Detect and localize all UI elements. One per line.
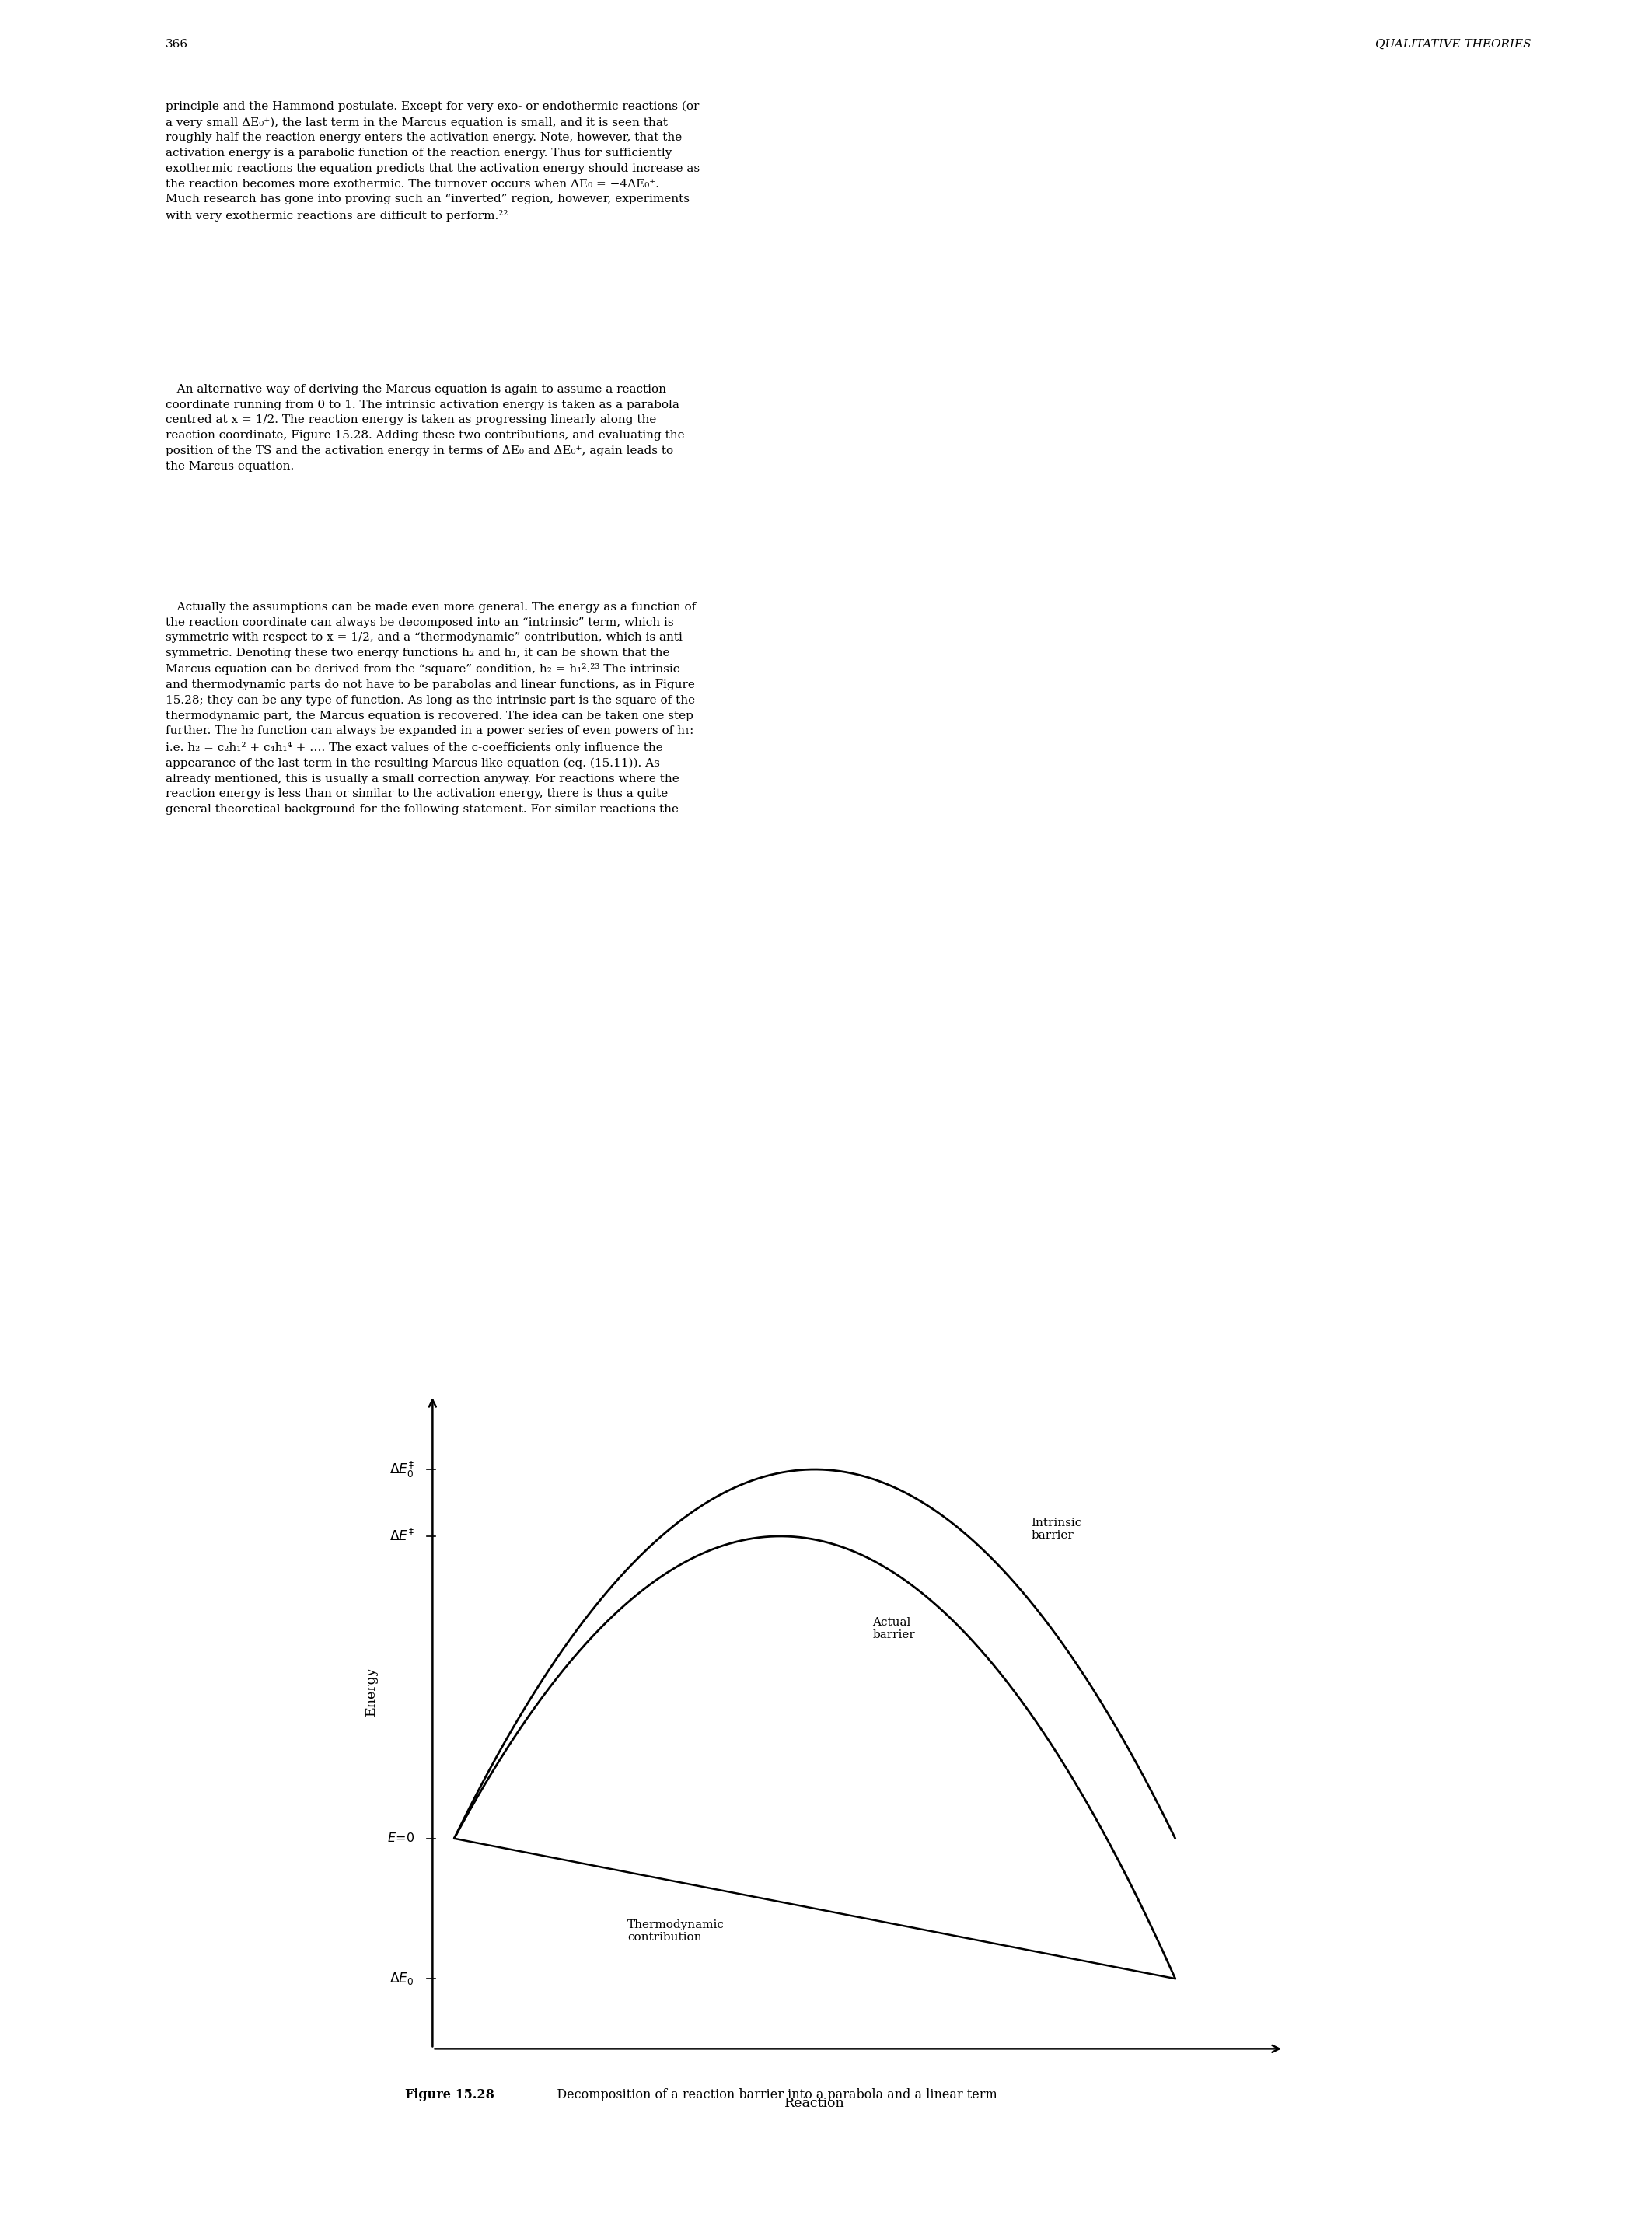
Text: Decomposition of a reaction barrier into a parabola and a linear term: Decomposition of a reaction barrier into… (545, 2087, 998, 2100)
Text: Reaction: Reaction (785, 2096, 844, 2109)
Text: Thermodynamic
contribution: Thermodynamic contribution (628, 1919, 724, 1943)
Text: $\Delta E_0$: $\Delta E_0$ (390, 1970, 415, 1986)
Text: principle and the Hammond postulate. Except for very exo- or endothermic reactio: principle and the Hammond postulate. Exc… (165, 101, 700, 222)
Text: $E\!=\!0$: $E\!=\!0$ (387, 1832, 415, 1845)
Text: QUALITATIVE THEORIES: QUALITATIVE THEORIES (1376, 38, 1531, 49)
Text: Actual
barrier: Actual barrier (872, 1617, 915, 1641)
Text: An alternative way of deriving the Marcus equation is again to assume a reaction: An alternative way of deriving the Marcu… (165, 385, 684, 472)
Text: $\Delta E_0^{\ddagger}$: $\Delta E_0^{\ddagger}$ (390, 1460, 415, 1480)
Text: Actually the assumptions can be made even more general. The energy as a function: Actually the assumptions can be made eve… (165, 602, 695, 815)
Text: 366: 366 (165, 38, 188, 49)
Text: Intrinsic
barrier: Intrinsic barrier (1031, 1518, 1082, 1540)
Text: Energy: Energy (365, 1666, 378, 1715)
Text: Figure 15.28: Figure 15.28 (405, 2087, 494, 2100)
Text: $\Delta E^{\ddagger}$: $\Delta E^{\ddagger}$ (390, 1529, 415, 1545)
